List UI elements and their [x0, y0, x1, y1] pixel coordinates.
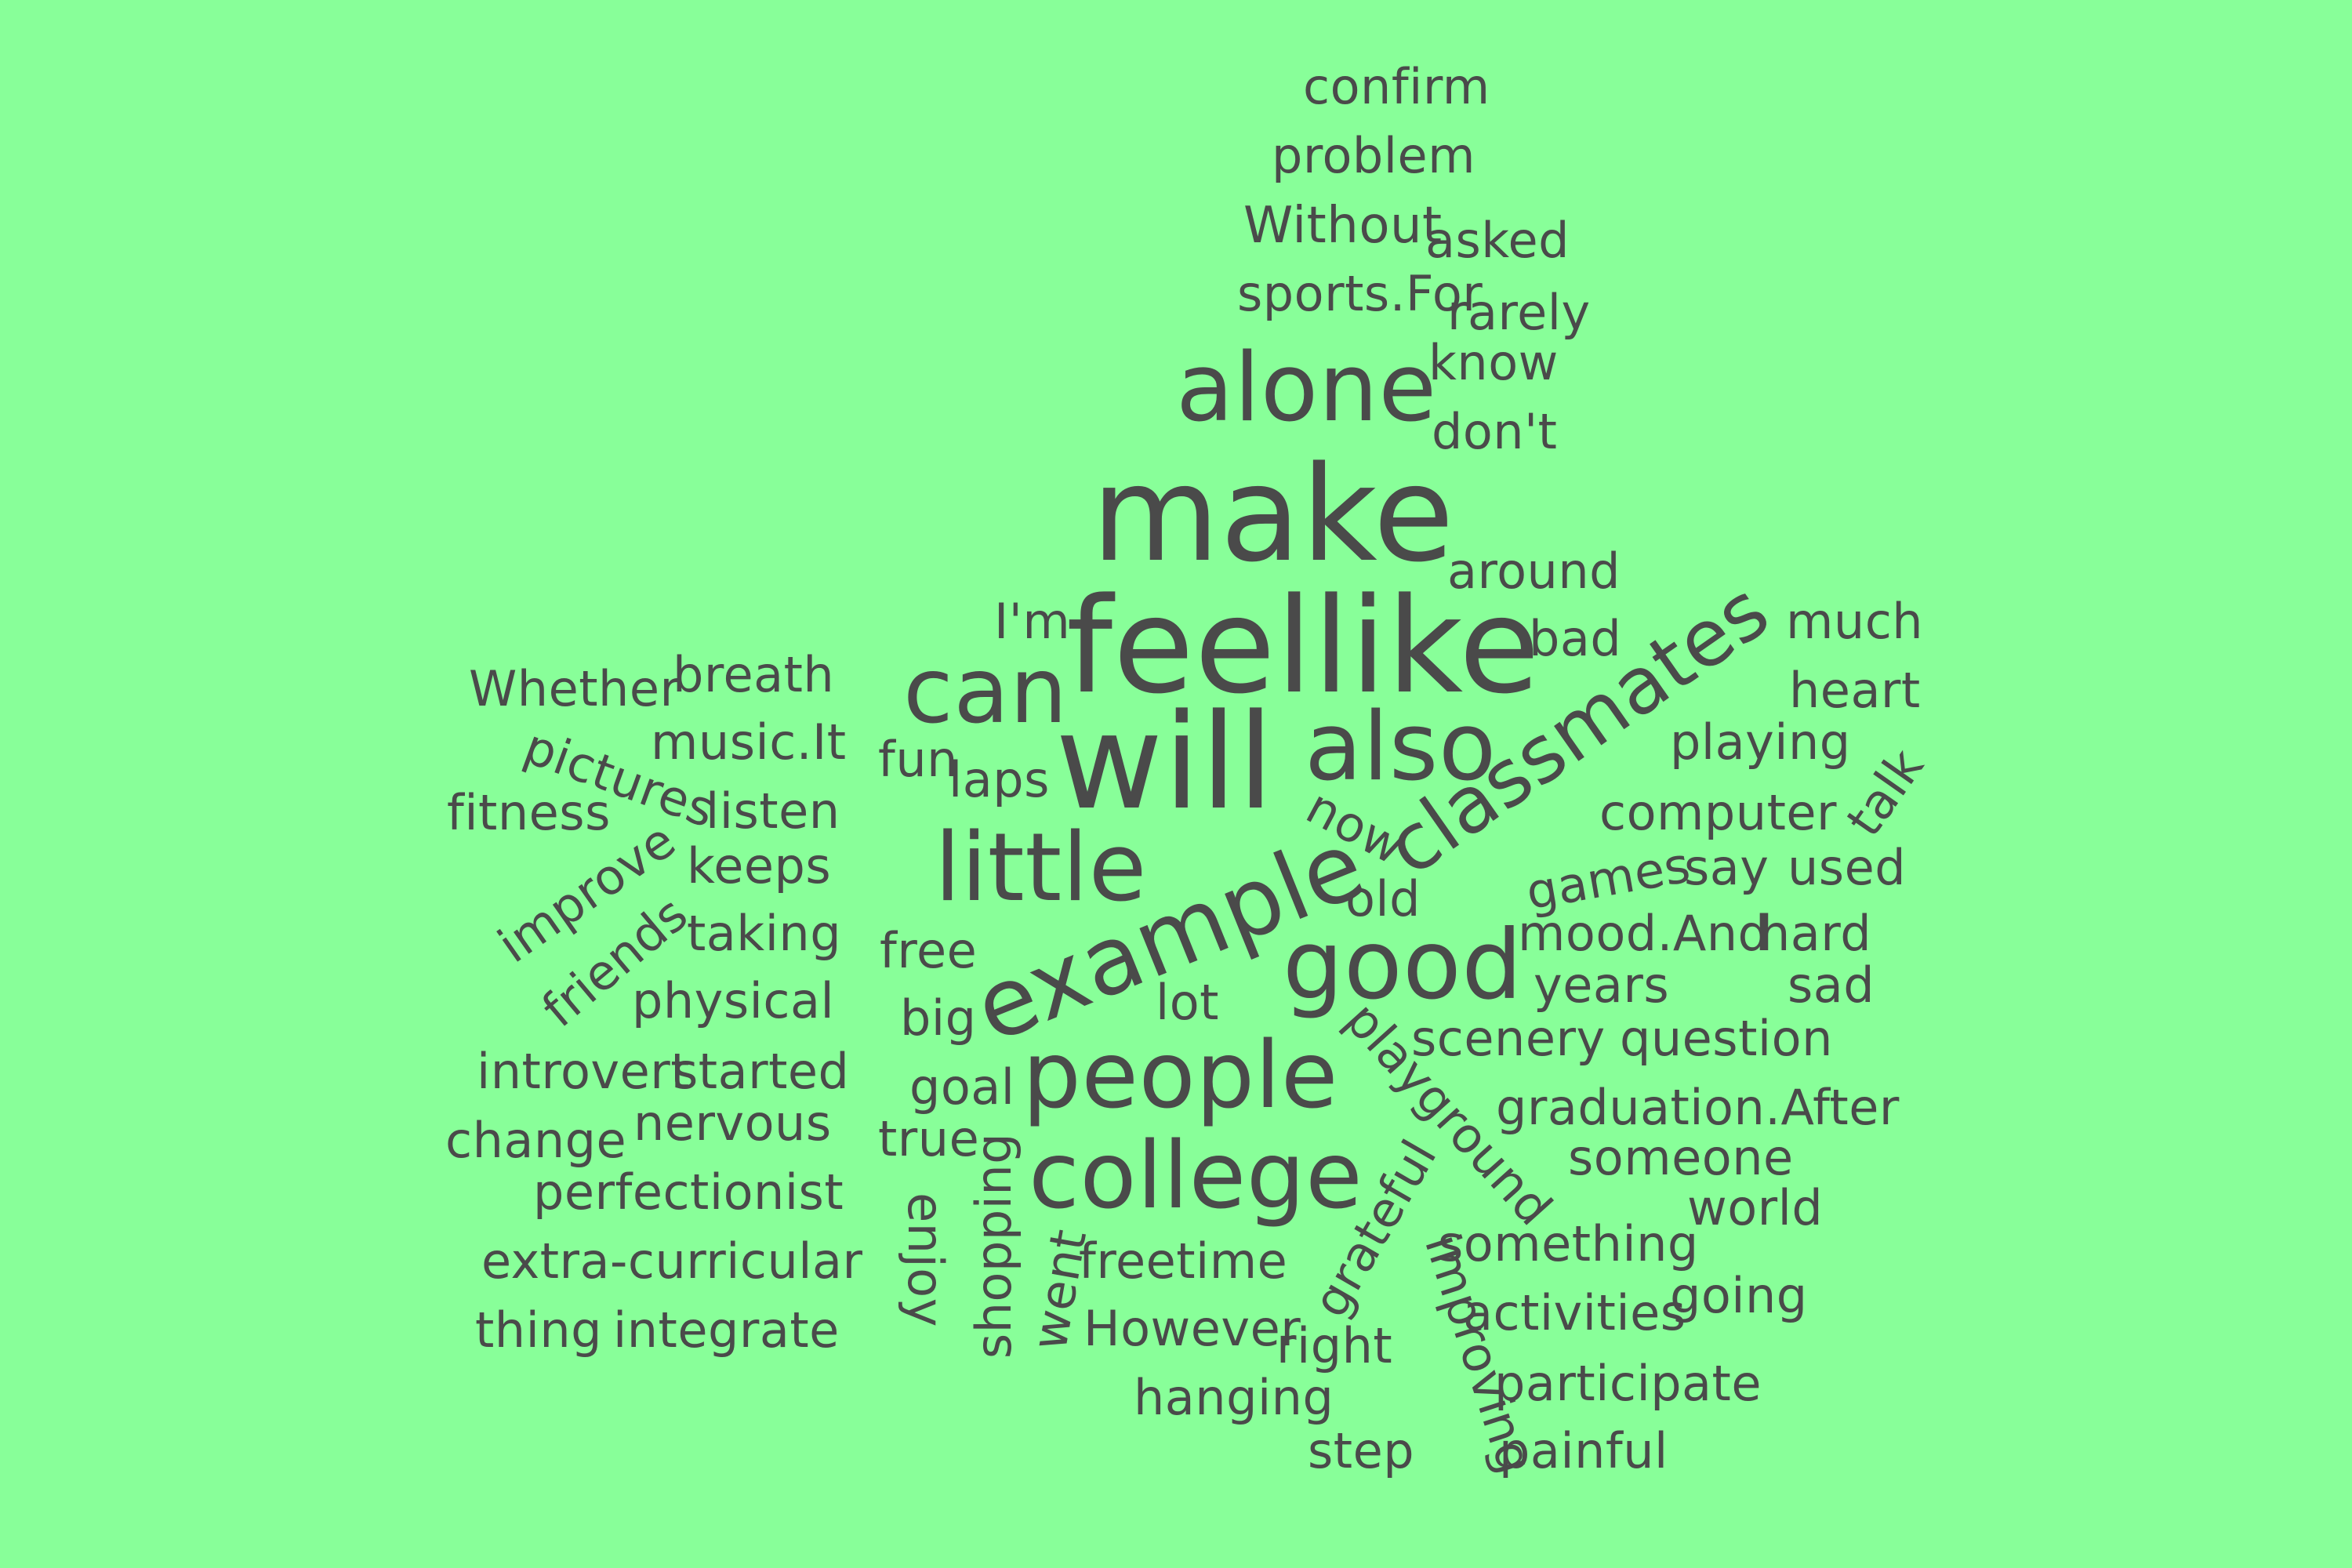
word-heart: heart: [1789, 662, 1921, 719]
word-introvert: introvert: [477, 1043, 691, 1100]
word-breath: breath: [673, 646, 835, 703]
word-free: free: [880, 922, 978, 979]
word-freetime: freetime: [1079, 1232, 1288, 1290]
word-will: will: [1055, 685, 1275, 839]
word-taking: taking: [687, 905, 842, 962]
word-old: old: [1345, 870, 1421, 927]
word-mood-and: mood.And: [1518, 905, 1769, 962]
word-music-it: music.It: [651, 713, 847, 771]
word-make: make: [1091, 437, 1455, 591]
word-college: college: [1029, 1121, 1363, 1229]
word-little: little: [935, 814, 1147, 923]
word-fitness: fitness: [447, 784, 611, 841]
word-hard: hard: [1759, 905, 1872, 962]
word-dont: don't: [1432, 403, 1558, 460]
word-going: going: [1670, 1267, 1808, 1324]
word-problem: problem: [1272, 127, 1476, 184]
word-enjoy: enjoy: [896, 1192, 954, 1327]
word-used: used: [1788, 839, 1907, 896]
word-rarely: rarely: [1447, 284, 1591, 341]
word-painful: painful: [1499, 1422, 1668, 1479]
word-computer: computer: [1599, 784, 1838, 841]
word-years: years: [1534, 956, 1670, 1014]
word-good: good: [1283, 909, 1523, 1021]
word-question: question: [1620, 1010, 1833, 1067]
word-asked: asked: [1425, 212, 1570, 269]
word-around: around: [1447, 543, 1621, 600]
word-scenery: scenery: [1411, 1010, 1606, 1067]
word-im: I'm: [994, 593, 1071, 650]
word-extra-curricular: extra-curricular: [481, 1232, 863, 1290]
word-listen: listen: [706, 782, 840, 840]
word-bad: bad: [1529, 610, 1622, 667]
word-hanging: hanging: [1134, 1369, 1334, 1426]
word-can: can: [903, 638, 1068, 744]
word-goal: goal: [909, 1058, 1015, 1116]
word-sad: sad: [1788, 956, 1875, 1014]
word-much: much: [1786, 593, 1924, 650]
word-fun: fun: [878, 731, 958, 788]
word-activities: activities: [1463, 1284, 1686, 1341]
word-sports-for: sports.For: [1237, 265, 1483, 322]
word-thing: thing: [475, 1301, 602, 1359]
word-playing: playing: [1670, 713, 1851, 771]
word-lot: lot: [1156, 974, 1219, 1031]
word-laps: laps: [949, 751, 1050, 808]
word-something: something: [1438, 1215, 1699, 1272]
word-talk: talk: [1835, 738, 1935, 847]
word-nervous: nervous: [633, 1094, 832, 1152]
word-true: true: [878, 1110, 980, 1167]
word-know: know: [1428, 334, 1559, 391]
word-someone: someone: [1568, 1129, 1794, 1186]
word-world: world: [1687, 1179, 1824, 1236]
word-say: say: [1684, 839, 1769, 896]
word-whether: Whether: [469, 660, 681, 717]
word-change: change: [445, 1112, 627, 1169]
word-however: However: [1083, 1300, 1301, 1357]
word-people: people: [1022, 1021, 1338, 1129]
word-big: big: [900, 989, 977, 1047]
word-feellike: feellike: [1066, 569, 1541, 723]
word-also: also: [1305, 693, 1497, 802]
word-integrate: integrate: [613, 1301, 840, 1359]
word-started: started: [673, 1043, 850, 1100]
word-without: Without: [1243, 197, 1443, 255]
word-perfectionist: perfectionist: [533, 1163, 844, 1221]
word-graduation-after: graduation.After: [1496, 1079, 1900, 1136]
word-shopping: shopping: [965, 1132, 1023, 1359]
word-participate: participate: [1494, 1355, 1762, 1412]
word-step: step: [1308, 1422, 1415, 1479]
word-alone: alone: [1176, 334, 1437, 443]
word-confirm: confirm: [1303, 58, 1490, 115]
word-physical: physical: [632, 972, 835, 1029]
word-keeps: keeps: [687, 837, 832, 895]
word-right: right: [1276, 1317, 1393, 1374]
